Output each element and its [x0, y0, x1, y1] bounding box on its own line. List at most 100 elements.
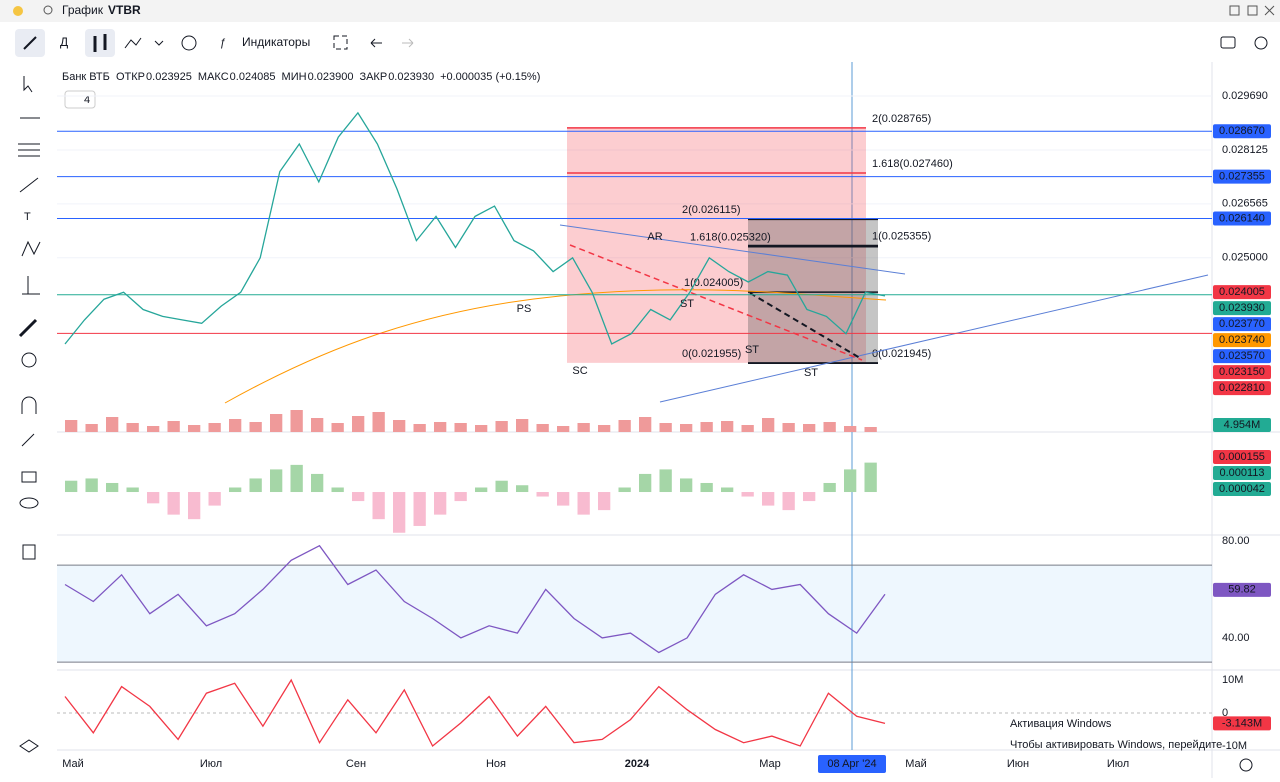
magnet-tool[interactable] [21, 396, 37, 414]
ruler-tool[interactable] [18, 318, 38, 338]
volume-bar [208, 423, 221, 432]
fib-label: 1(0.025355) [872, 230, 931, 242]
macd-bar [454, 492, 467, 502]
volume-bar [864, 427, 877, 432]
indicator-count[interactable]: 4 [84, 94, 90, 106]
pattern-tool[interactable] [21, 240, 41, 257]
fib-label: 2(0.028765) [872, 113, 931, 125]
volume-bar [106, 417, 119, 432]
volume-bar [331, 423, 344, 432]
volume-bar [639, 417, 652, 432]
price-badge [1213, 349, 1271, 364]
lock-draw-tool[interactable] [21, 433, 35, 447]
time-label: 08 Apr '24 [827, 758, 876, 770]
text-tool[interactable]: T [24, 211, 31, 223]
volume-bar [598, 425, 611, 432]
volume-bar [352, 416, 365, 432]
macd-bar [147, 492, 160, 504]
price-badge-label: 0.023570 [1219, 350, 1265, 362]
volume-bar [434, 422, 447, 432]
restore-button[interactable] [1229, 5, 1240, 16]
y-tick-label: 40.00 [1222, 632, 1250, 644]
price-badge [1213, 582, 1271, 597]
volume-bar [393, 420, 406, 432]
toolbar [0, 22, 1280, 62]
compare-icon[interactable] [181, 35, 197, 51]
undo-icon[interactable] [370, 38, 382, 48]
eye-tool[interactable] [19, 497, 39, 509]
trash-tool[interactable] [22, 544, 36, 560]
macd-bar [85, 478, 98, 493]
volume-bar [680, 424, 693, 432]
macd-bar [167, 492, 180, 515]
chevron[interactable] [154, 40, 164, 46]
candles-icon [93, 34, 107, 52]
flow-line [64, 678, 886, 748]
fib-label: 0(0.021945) [872, 348, 931, 360]
lock-tool[interactable] [21, 471, 37, 483]
window-title: График [62, 3, 104, 17]
macd-bar [188, 492, 201, 520]
volume-bar [844, 426, 857, 432]
trend-line [559, 224, 906, 275]
volume-bar [516, 419, 529, 432]
macd-bar [229, 487, 242, 493]
volume-bar [659, 423, 672, 432]
cursor-tool[interactable] [23, 76, 33, 93]
axis-settings[interactable] [1239, 758, 1253, 772]
fib-label: 1(0.024005) [684, 277, 743, 289]
fib-label: 1.618(0.027460) [872, 158, 953, 170]
interval[interactable]: Д [60, 35, 68, 49]
y-tick-label: 0.025000 [1222, 252, 1268, 264]
price-badge [1213, 449, 1271, 464]
price-badge [1213, 716, 1271, 731]
layers-tool[interactable] [19, 739, 39, 753]
macd-bar [762, 492, 775, 506]
search-icon[interactable] [43, 5, 53, 15]
macd-bar [598, 492, 611, 511]
macd-bar [844, 469, 857, 493]
volume-bar [290, 410, 303, 432]
price-badge [1213, 211, 1271, 226]
macd-bar [680, 478, 693, 493]
legend-value: 0.023925 [146, 71, 192, 83]
indicators-button[interactable]: Индикаторы [242, 35, 310, 49]
price-badge [1213, 481, 1271, 496]
zoom-tool[interactable] [21, 352, 37, 368]
macd-bar [864, 462, 877, 493]
price-badge-label: 0.027355 [1219, 170, 1265, 182]
y-tick-label: 0.028125 [1222, 144, 1268, 156]
settings-icon[interactable] [1254, 36, 1268, 50]
price-badge-label: 0.023930 [1219, 302, 1265, 314]
price-badge [1213, 365, 1271, 380]
price-badge-label: 0.022810 [1219, 382, 1265, 394]
measure-tool[interactable] [22, 276, 40, 295]
fib-tool[interactable] [18, 143, 40, 157]
volume-bar [557, 426, 570, 432]
macd-bar [290, 464, 303, 493]
time-label: Сен [346, 758, 366, 770]
volume-bar [372, 412, 385, 432]
close-button[interactable] [1264, 5, 1275, 16]
legend-label: МАКС [198, 71, 229, 83]
macd-bar [536, 492, 549, 497]
layout-icon[interactable] [333, 35, 348, 50]
price-badge-label: 4.954M [1224, 419, 1261, 431]
max-button[interactable] [1247, 5, 1258, 16]
legend-label: МИН [282, 71, 307, 83]
price-badge [1213, 418, 1271, 432]
symbol[interactable]: VTBR [108, 3, 141, 17]
candles-button[interactable] [85, 29, 115, 57]
brush-tool[interactable] [19, 177, 39, 193]
volume-bar [475, 425, 488, 432]
redo-icon[interactable] [402, 38, 414, 48]
camera-icon[interactable] [1220, 36, 1236, 49]
price-badge [1213, 333, 1271, 348]
volume-bar [618, 420, 631, 432]
volume-bar [147, 426, 160, 432]
area-icon[interactable] [124, 37, 142, 49]
macd-bar [106, 482, 119, 493]
indicator-toggle[interactable] [64, 90, 96, 109]
macd-bar [577, 492, 590, 515]
time-cursor-badge [818, 755, 886, 773]
